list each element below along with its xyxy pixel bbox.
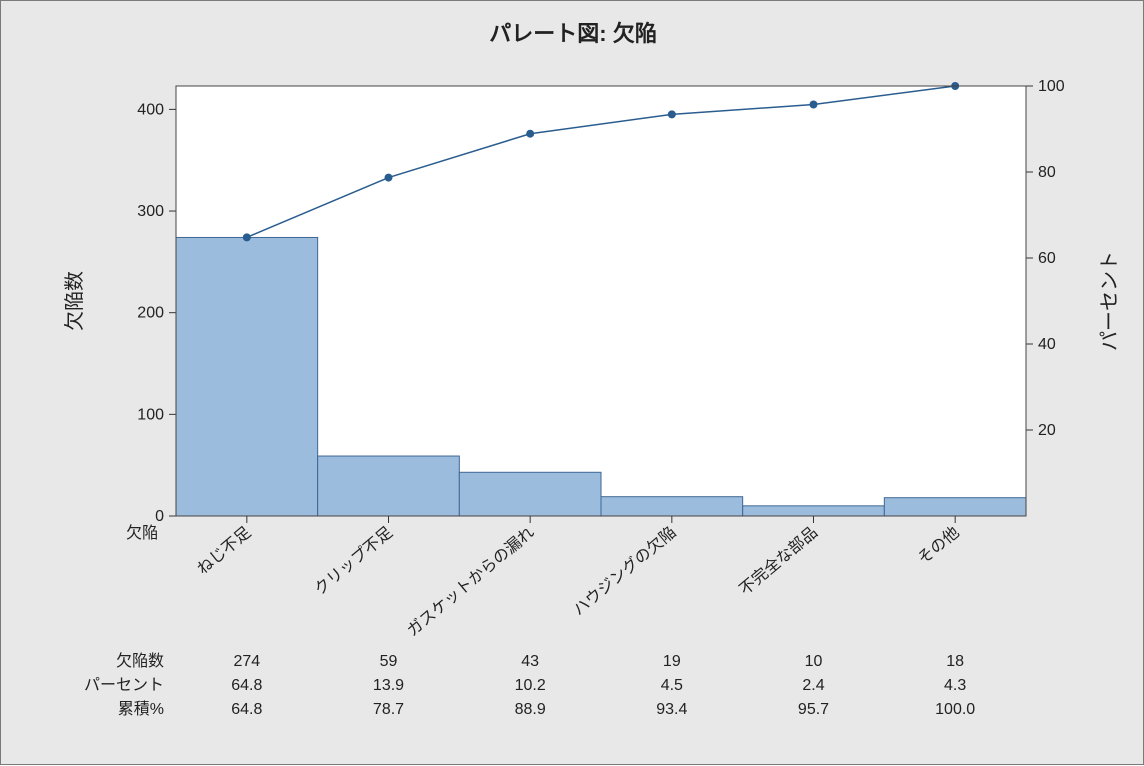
y-right-tick-label: 40 [1038, 336, 1056, 353]
cumulative-marker [243, 233, 251, 241]
bar [743, 506, 885, 516]
y-left-tick-label: 400 [137, 101, 164, 118]
category-label: ガスケットからの漏れ [404, 523, 538, 640]
table-cell: 18 [946, 653, 964, 670]
cumulative-marker [810, 100, 818, 108]
y-left-tick-label: 200 [137, 305, 164, 322]
chart-title: パレート図: 欠陥 [489, 21, 656, 46]
table-cell: 10 [805, 653, 823, 670]
table-cell: 93.4 [656, 701, 687, 718]
y-right-tick-label: 100 [1038, 78, 1065, 95]
cumulative-marker [385, 174, 393, 182]
y-left-tick-label: 0 [155, 508, 164, 525]
y-left-axis-label: 欠陥数 [63, 271, 86, 331]
category-label: クリップ不足 [311, 523, 396, 599]
category-label: ハウジングの欠陥 [570, 523, 680, 619]
table-cell: 95.7 [798, 701, 829, 718]
pareto-chart-svg: パレート図: 欠陥 0 100 200 300 400 欠陥数 20 40 60 80 100 パーセン… [1, 1, 1144, 766]
table-cell: 43 [521, 653, 539, 670]
category-label: ねじ不足 [194, 523, 255, 578]
bar [176, 237, 318, 516]
table-cell: 88.9 [515, 701, 546, 718]
table-row-header: 欠陥数 [116, 652, 164, 670]
table-cell: 2.4 [802, 677, 824, 694]
table-cell: 4.5 [661, 677, 683, 694]
table-cell: 59 [380, 653, 398, 670]
table-cell: 4.3 [944, 677, 966, 694]
bar [318, 456, 460, 516]
y-left-tick-label: 300 [137, 203, 164, 220]
cumulative-marker [668, 110, 676, 118]
y-right-axis-label: パーセント [1099, 251, 1121, 351]
cumulative-marker [526, 130, 534, 138]
table-cell: 13.9 [373, 677, 404, 694]
table-cell: 274 [233, 653, 260, 670]
table-cell: 19 [663, 653, 681, 670]
category-label: その他 [914, 523, 962, 568]
category-label: 不完全な部品 [736, 523, 821, 599]
category-axis-label: 欠陥 [126, 524, 158, 542]
table-cell: 100.0 [935, 701, 975, 718]
bar [884, 498, 1026, 516]
y-right-tick-label: 80 [1038, 164, 1056, 181]
y-right-tick-label: 20 [1038, 422, 1056, 439]
chart-container: パレート図: 欠陥 0 100 200 300 400 欠陥数 20 40 60 80 100 パーセン… [0, 0, 1144, 765]
table-cell: 64.8 [231, 677, 262, 694]
y-right-tick-label: 60 [1038, 250, 1056, 267]
table-row-header: パーセント [84, 677, 164, 694]
table-cell: 10.2 [515, 677, 546, 694]
table-row-header: 累積% [118, 700, 164, 718]
table-cell: 78.7 [373, 701, 404, 718]
table-cell: 64.8 [231, 701, 262, 718]
bar [459, 472, 601, 516]
bar [601, 497, 743, 516]
y-left-tick-label: 100 [137, 406, 164, 423]
